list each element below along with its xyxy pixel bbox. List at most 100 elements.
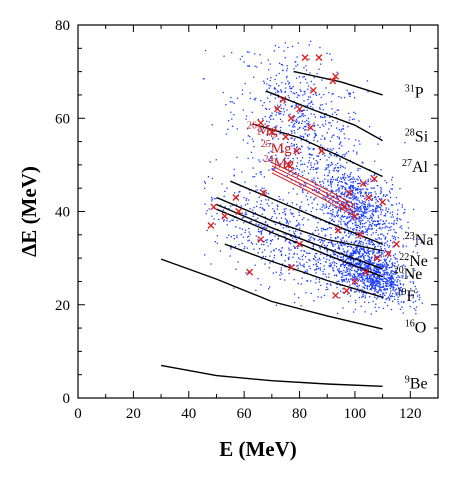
data-point (296, 121, 298, 123)
data-point (269, 255, 271, 257)
data-point (284, 240, 286, 242)
data-point (338, 200, 340, 203)
data-point (336, 255, 338, 257)
data-point (306, 104, 309, 107)
data-point (414, 300, 417, 302)
data-point (264, 227, 266, 229)
data-point (378, 284, 380, 286)
data-point (345, 271, 347, 273)
data-point (327, 227, 329, 230)
data-point (384, 281, 386, 283)
data-point (395, 270, 397, 272)
data-point (330, 180, 332, 182)
data-point (334, 228, 337, 231)
data-point (364, 182, 366, 185)
data-point (312, 245, 314, 248)
data-point (353, 97, 356, 99)
data-point (375, 270, 378, 272)
data-point (294, 93, 296, 95)
data-point (393, 281, 395, 283)
data-point (325, 276, 327, 278)
data-point (261, 213, 263, 215)
data-point (373, 269, 375, 271)
data-point (338, 280, 340, 283)
data-point (375, 280, 377, 282)
data-point (299, 116, 302, 118)
data-point (363, 203, 365, 205)
data-point (315, 260, 317, 262)
data-point (392, 282, 394, 284)
data-point (369, 215, 372, 217)
data-point (377, 205, 379, 207)
data-point (367, 255, 370, 257)
data-point (323, 212, 325, 215)
data-point (305, 65, 307, 67)
data-point (375, 281, 377, 283)
data-point (267, 192, 269, 195)
data-point (334, 243, 336, 245)
data-point (356, 178, 358, 180)
data-point (354, 270, 356, 272)
data-point (370, 224, 373, 226)
data-point (364, 255, 366, 257)
data-point (284, 42, 287, 44)
data-point (260, 62, 262, 64)
data-point (287, 257, 290, 259)
curve-19f (224, 243, 383, 298)
data-point (359, 232, 361, 234)
data-point (342, 263, 344, 265)
data-point (279, 198, 281, 200)
data-point (380, 213, 382, 215)
data-point (277, 205, 279, 208)
data-point (279, 133, 281, 135)
data-point (314, 135, 316, 138)
data-point (391, 263, 394, 266)
data-point (369, 274, 371, 276)
data-point (403, 301, 405, 303)
curve-31p (293, 70, 383, 96)
data-point (361, 214, 363, 216)
data-point (265, 192, 267, 194)
data-point (310, 105, 312, 108)
data-point (301, 171, 303, 173)
data-point (392, 277, 394, 279)
data-point (349, 252, 351, 254)
data-point (253, 176, 256, 178)
data-point (368, 202, 370, 204)
data-point (313, 258, 315, 261)
data-point (272, 259, 274, 261)
data-point (324, 155, 326, 157)
data-point (265, 255, 267, 258)
data-point (394, 231, 396, 233)
data-point (348, 279, 350, 281)
data-point (295, 118, 298, 121)
data-point (283, 102, 285, 104)
data-point (298, 121, 300, 123)
data-point (275, 83, 278, 85)
data-point (392, 278, 394, 280)
data-point (354, 241, 356, 243)
data-point (340, 264, 343, 266)
data-point (375, 279, 377, 281)
data-point (391, 262, 394, 264)
data-point (354, 278, 356, 280)
data-point (401, 291, 403, 293)
data-point (352, 187, 354, 190)
data-point (351, 204, 353, 206)
data-point (268, 158, 270, 161)
data-point (401, 289, 403, 292)
label-28si: 28Si (405, 128, 429, 146)
data-point (332, 178, 335, 181)
data-point (304, 129, 306, 131)
data-point (418, 299, 420, 301)
data-point (357, 214, 359, 216)
data-point (348, 176, 350, 178)
data-point (343, 278, 346, 281)
data-point (390, 188, 392, 190)
data-point (306, 123, 308, 125)
data-point (303, 250, 305, 252)
data-point (243, 222, 245, 224)
data-point (349, 186, 352, 188)
data-point (287, 157, 289, 159)
data-point (349, 175, 351, 177)
